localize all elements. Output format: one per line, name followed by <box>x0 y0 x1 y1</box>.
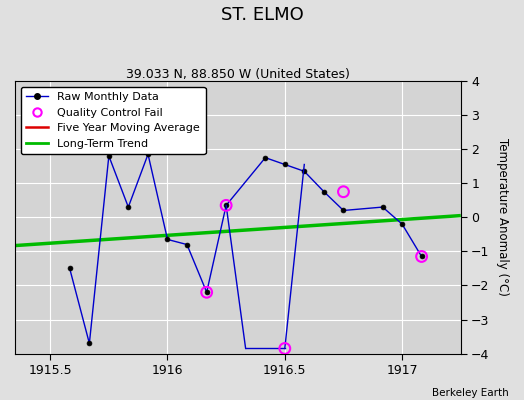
Y-axis label: Temperature Anomaly (°C): Temperature Anomaly (°C) <box>496 138 509 296</box>
Point <box>202 289 211 296</box>
Point <box>339 188 347 195</box>
Text: Berkeley Earth: Berkeley Earth <box>432 388 508 398</box>
Text: ST. ELMO: ST. ELMO <box>221 6 303 24</box>
Legend: Raw Monthly Data, Quality Control Fail, Five Year Moving Average, Long-Term Tren: Raw Monthly Data, Quality Control Fail, … <box>20 86 205 154</box>
Point <box>222 202 231 208</box>
Title: 39.033 N, 88.850 W (United States): 39.033 N, 88.850 W (United States) <box>126 68 350 81</box>
Point <box>418 253 426 260</box>
Point <box>281 345 289 352</box>
